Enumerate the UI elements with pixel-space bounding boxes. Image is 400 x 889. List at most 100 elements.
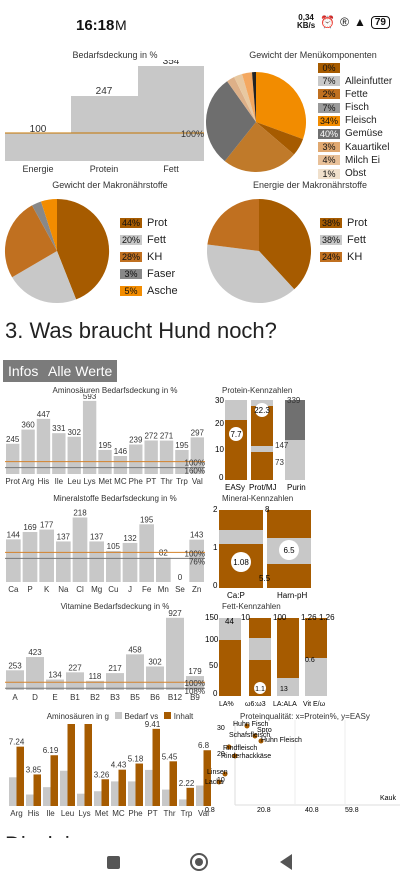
- amino-bar: [6, 443, 20, 474]
- amino-inhalt-category-label: His: [28, 809, 40, 818]
- mineral-value-label: 132: [123, 534, 137, 543]
- amino-value-label: 272: [144, 431, 158, 440]
- back-icon[interactable]: [280, 854, 292, 870]
- bedarf-chart-title: Bedarfsdeckung in %: [72, 50, 158, 60]
- bedarf-bar-energie: [5, 133, 71, 161]
- mineral-bar: [122, 542, 138, 582]
- amino-inhalt-inhalt-bar: [203, 750, 211, 806]
- amino-value-label: 195: [98, 441, 112, 450]
- gmail-icon: M: [115, 17, 127, 33]
- amino-inhalt-bedarf-bar: [60, 770, 68, 806]
- amino-category-label: Ile: [55, 477, 64, 486]
- svg-text:EASy: EASy: [225, 483, 245, 492]
- fett-kenn-la-bar: [219, 640, 241, 696]
- amino-value-label: 331: [52, 424, 66, 433]
- makro-gewicht-slice-asche: [41, 198, 57, 251]
- amino-inhalt-value-label: 5.45: [162, 752, 178, 761]
- svg-text:100: 100: [205, 635, 219, 644]
- svg-text:Rindfleisch: Rindfleisch: [223, 745, 257, 752]
- fett-kenn-title: Fett-Kennzahlen: [222, 602, 281, 611]
- amino-inhalt-value-label: 2.22: [179, 779, 195, 788]
- amino-inhalt-bedarf-bar: [196, 785, 204, 806]
- svg-text:10: 10: [241, 613, 250, 622]
- menu-legend: 0% 7% Alleinfutter 2% Fette 7% Fisch 34% Fle…: [318, 63, 393, 179]
- vitamin-value-label: 458: [128, 645, 142, 654]
- recent-apps-icon[interactable]: [107, 856, 120, 869]
- svg-text:Rinderhackkäse: Rinderhackkäse: [221, 753, 271, 760]
- bedarf-label-fett: 354: [163, 60, 180, 67]
- makro-energie-slice-fett: [206, 244, 295, 304]
- amino-inhalt-category-label: Arg: [10, 809, 22, 818]
- amino-inhalt-bedarf-bar: [26, 794, 34, 806]
- mineral-category-label: Fe: [142, 585, 152, 594]
- mineral-category-label: P: [27, 585, 32, 594]
- alle-werte-button[interactable]: Alle Werte: [43, 360, 118, 382]
- battery-indicator: 79: [370, 15, 390, 29]
- svg-text:6.5: 6.5: [283, 546, 295, 555]
- amino-value-label: 302: [68, 428, 82, 437]
- mineral-bar: [156, 557, 171, 582]
- amino-category-label: MC: [114, 477, 127, 486]
- svg-text:0.6: 0.6: [305, 657, 315, 664]
- svg-text:59.8: 59.8: [345, 807, 359, 814]
- registered-icon: ®: [340, 15, 349, 29]
- mineral-value-label: 195: [140, 515, 154, 524]
- menu-slice-kauartikel: [256, 122, 303, 155]
- menu-slice-alleinfutter: [252, 72, 256, 122]
- protein-kenn-title: Protein-Kennzahlen: [222, 386, 293, 395]
- mineral-value-label: 137: [90, 532, 104, 541]
- home-icon[interactable]: [190, 853, 208, 871]
- amino-inhalt-bedarf-bar: [179, 799, 187, 806]
- mineral-bar: [39, 529, 54, 582]
- mineral-value-label: 105: [107, 542, 121, 551]
- svg-text:LA:ALA: LA:ALA: [273, 701, 297, 708]
- amino-value-label: 447: [37, 410, 51, 419]
- vitamin-bar: [166, 617, 184, 690]
- mineral-kenn-title: Mineral-Kennzahlen: [222, 494, 294, 503]
- mineral-category-label: Ca: [8, 585, 19, 594]
- vitamin-value-label: 423: [28, 648, 42, 657]
- vitamin-bar: [46, 679, 64, 690]
- amino-category-label: Phe: [129, 477, 144, 486]
- amino-inhalt-value-label: 6.8: [198, 741, 210, 750]
- svg-text:Lachs: Lachs: [205, 779, 224, 786]
- vitamin-category-label: A: [12, 693, 18, 702]
- infos-button[interactable]: Infos: [3, 360, 44, 382]
- svg-text:7.7: 7.7: [230, 430, 242, 439]
- svg-text:30: 30: [217, 725, 225, 732]
- amino-value-label: 360: [21, 421, 35, 430]
- status-time: 16:18: [76, 17, 115, 34]
- makro-gewicht-pie: [4, 198, 110, 304]
- vitamin-value-label: 927: [168, 610, 182, 618]
- mineral-bar: [22, 531, 38, 582]
- vitamin-category-label: B1: [70, 693, 80, 702]
- mineral-value-label: 218: [73, 508, 87, 517]
- amino-bar: [82, 400, 97, 474]
- amino-bar: [159, 440, 174, 474]
- amino-inhalt-inhalt-bar: [186, 787, 194, 806]
- amino-value-label: 271: [160, 432, 174, 441]
- protein-kenn-easy-marker: [229, 427, 243, 441]
- mineral-value-label: 144: [7, 530, 21, 539]
- svg-text:22.3: 22.3: [254, 406, 270, 415]
- vitamin-ref-label: 100%: [185, 679, 205, 688]
- mineral-kenn-cap-top: [219, 510, 263, 530]
- makro-gewicht-legend: 44% Prot 20% Fett 28% KH 3% Faser 5% Asche: [120, 217, 178, 297]
- amino-inhalt-category-label: Thr: [164, 809, 176, 818]
- bedarf-ref-label: 100%: [181, 129, 204, 139]
- amino-inhalt-value-label: 5.18: [128, 755, 144, 764]
- makro-gewicht-slice-kh: [4, 205, 57, 278]
- amino-inhalt-bedarf-bar: [111, 781, 119, 806]
- vitamin-value-label: 253: [8, 661, 22, 670]
- amino-category-label: Leu: [68, 477, 81, 486]
- bedarf-label-protein: 247: [96, 86, 113, 97]
- vitamin-category-label: B5: [130, 693, 140, 702]
- amino-inhalt-title: Aminosäuren in g Bedarf vs Inhalt: [46, 712, 194, 721]
- svg-text:8: 8: [265, 505, 270, 514]
- mineral-bar: [189, 539, 204, 582]
- svg-text:30: 30: [215, 396, 224, 405]
- bedarf-chart: 100 247 354 100% Energie Protein Fett: [5, 60, 204, 174]
- amino-value-label: 593: [83, 394, 97, 401]
- menu-chart-title: Gewicht der Menükomponenten: [249, 50, 377, 60]
- amino-inhalt-inhalt-bar: [169, 761, 177, 806]
